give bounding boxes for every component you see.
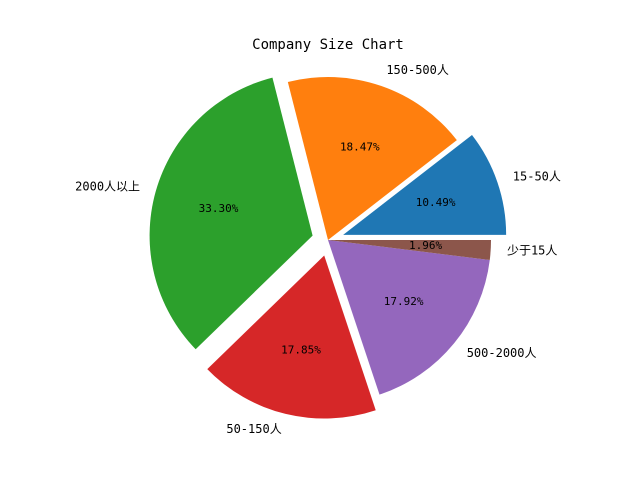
slice-percent-4: 17.92%: [384, 295, 424, 308]
slice-label-0: 15-50人: [513, 169, 561, 183]
pie-labels: 15-50人 150-500人 2000人以上 50-150人 500-2000人 少于1…: [75, 63, 561, 436]
pie-slice-3: [207, 255, 376, 419]
slice-percent-1: 18.47%: [340, 141, 380, 154]
pie-slice-5: [328, 240, 491, 261]
slice-label-2: 2000人以上: [75, 179, 140, 193]
slice-percent-0: 10.49%: [416, 196, 456, 209]
slice-percent-3: 17.85%: [281, 344, 321, 357]
slice-percent-2: 33.30%: [199, 202, 239, 215]
slice-label-5: 少于15人: [507, 244, 557, 258]
pie-slice-4: [328, 240, 490, 395]
slice-percent-5: 1.96%: [409, 239, 442, 252]
pie-slices: [149, 77, 507, 419]
pie-slice-0: [343, 134, 507, 235]
slice-label-1: 150-500人: [386, 63, 449, 77]
pie-percent-labels: 10.49% 18.47% 33.30% 17.85% 17.92% 1.96%: [199, 141, 456, 357]
pie-slice-2: [149, 77, 313, 350]
slice-label-4: 500-2000人: [467, 346, 537, 360]
pie-slice-1: [287, 77, 457, 240]
slice-label-3: 50-150人: [226, 422, 281, 436]
chart-title: Company Size Chart: [252, 37, 404, 53]
